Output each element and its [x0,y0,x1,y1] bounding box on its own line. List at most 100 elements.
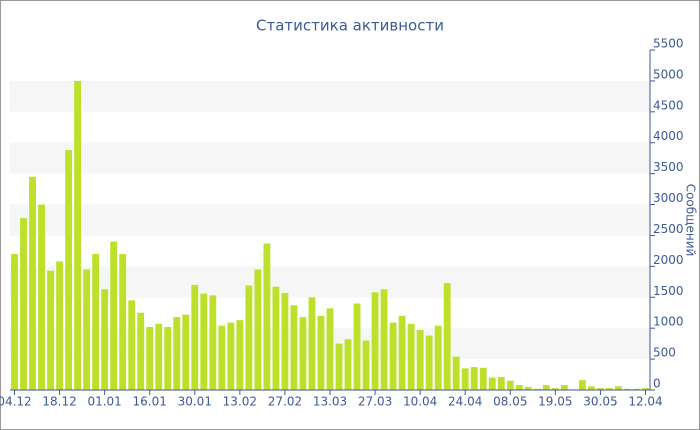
bar [470,367,478,390]
bar [326,308,334,390]
bar [29,176,36,390]
bar [560,385,568,390]
bar [551,388,559,390]
bar [128,300,136,390]
x-tick-label: 13.02 [223,395,257,409]
x-tick-label: 12.04 [628,395,662,409]
x-tick-label: 24.04 [448,395,482,409]
bar [416,330,424,390]
bar [344,339,352,390]
x-tick-label: 18.12 [42,395,76,409]
bar [425,335,433,390]
bar [624,388,631,390]
bar [506,380,514,390]
x-tick-label: 30.05 [583,395,617,409]
bar [182,314,190,390]
bar [263,243,271,390]
x-tick-label: 01.01 [87,395,121,409]
x-tick-label: 13.03 [313,395,347,409]
chart-title: Статистика активности [256,17,444,35]
bar [533,388,541,390]
bar [542,385,550,390]
bar [38,204,45,390]
bar [281,292,289,390]
bar [596,388,604,390]
bar [191,284,199,390]
y-tick-label: 3000 [653,191,684,205]
bar [461,368,469,390]
bar [452,356,460,390]
x-tick-label: 27.03 [358,395,392,409]
bar [155,323,163,390]
bar [290,305,298,390]
y-tick-label: 5500 [653,37,684,51]
bar [101,289,109,390]
bar [371,292,379,390]
bar [335,343,343,390]
y-tick-label: 5000 [653,67,684,81]
bar [56,261,64,390]
bar [524,386,532,390]
bar [164,326,172,390]
bar [308,297,316,390]
bar [227,322,235,390]
x-tick-label: 16.01 [133,395,167,409]
bar [434,325,442,390]
bar [209,295,217,390]
bar [606,388,613,390]
grid-band [10,80,650,112]
bar [389,322,397,390]
bar [615,386,622,390]
y-tick-label: 0 [653,377,661,391]
bar [146,326,154,390]
bar [74,80,82,390]
y-tick-label: 1000 [653,315,684,329]
x-tick-label: 19.05 [538,395,572,409]
y-tick-label: 2500 [653,222,684,236]
bar [497,377,505,390]
bar [92,254,100,390]
y-tick-label: 3500 [653,160,684,174]
bar [398,315,406,390]
bar [443,283,451,390]
y-tick-label: 4500 [653,98,684,112]
y-tick-label: 4000 [653,129,684,143]
bar [245,285,253,390]
bar [200,293,208,390]
bar [173,317,181,390]
bar [317,315,325,390]
x-tick-label: 10.04 [403,395,437,409]
bar [479,367,487,390]
bar [587,386,595,390]
bar [236,320,244,390]
bar [65,150,73,390]
x-tick-label: 30.01 [178,395,212,409]
bar [119,254,127,390]
bar [642,388,649,390]
bar [83,269,91,390]
y-tick-label: 2000 [653,253,684,267]
bar [578,380,586,390]
y-tick-label: 1500 [653,284,684,298]
bar [218,325,226,390]
bar [272,286,280,390]
y-axis-label: Сообщений [684,184,698,257]
bar [380,289,388,390]
bar [407,323,415,390]
x-tick-label: 27.02 [268,395,302,409]
bar [515,385,523,390]
bar [362,340,370,390]
bar [488,377,496,390]
grid-band [10,204,650,236]
bar [11,254,18,390]
bar [47,270,54,390]
bar [254,269,262,390]
bar [20,218,27,390]
x-tick-label: 08.05 [493,395,527,409]
bar [353,303,361,390]
bar [299,317,307,390]
grid-band [10,142,650,174]
bar [137,312,145,390]
